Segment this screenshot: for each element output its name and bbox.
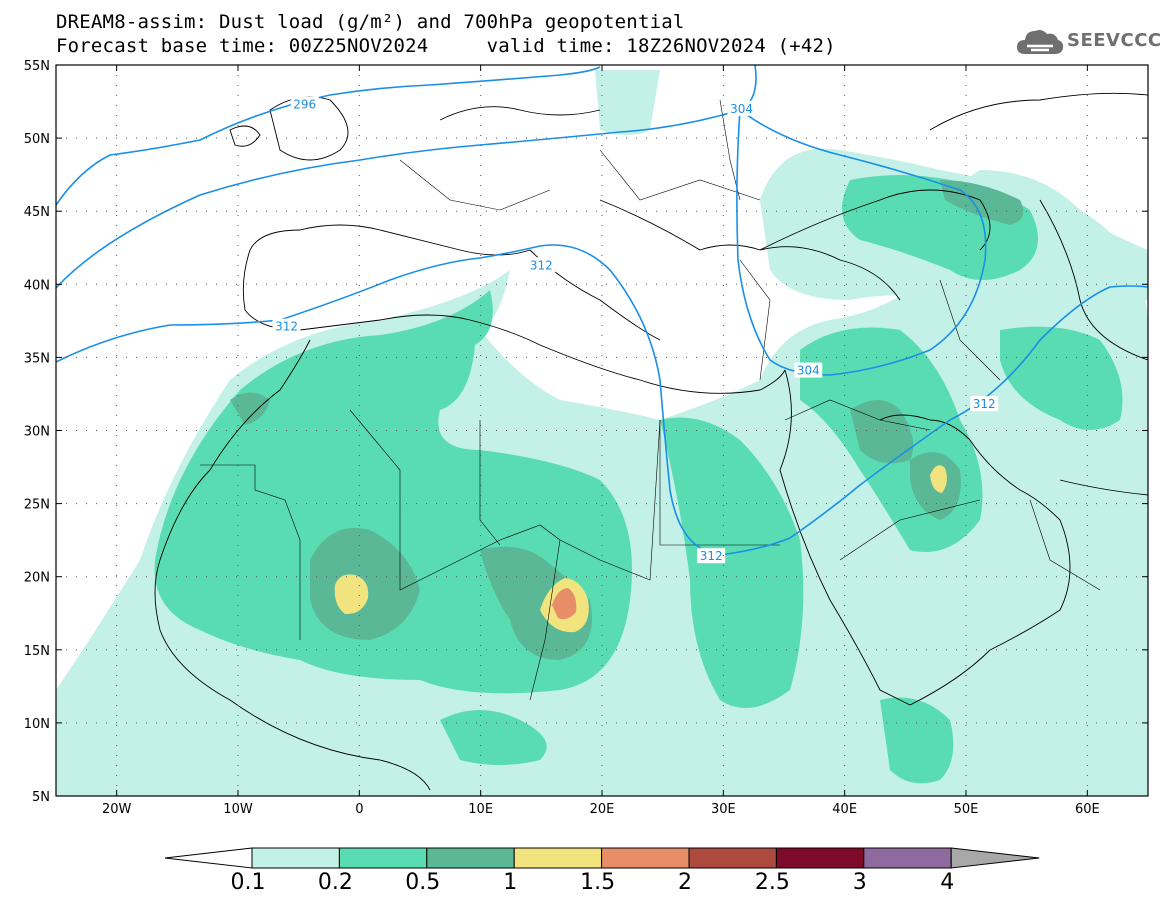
longitude-axis: 20W 10W 0 10E 20E 30E 40E 50E 60E — [102, 65, 1100, 817]
lon-tick-label: 0 — [355, 802, 363, 817]
colorbar-min-arrow — [164, 847, 253, 869]
colorbar-segment — [601, 847, 690, 869]
country-borders — [200, 99, 1101, 701]
lon-tick-label: 10E — [468, 802, 493, 817]
lon-tick-label: 30E — [711, 802, 736, 817]
lat-tick-label: 5N — [32, 790, 50, 805]
colorbar-label: 2.5 — [754, 870, 790, 895]
colorbar-label: 0.2 — [317, 870, 353, 895]
contour-296 — [56, 66, 601, 206]
contour-label-bg — [697, 548, 726, 564]
colorbar-label: 1.5 — [580, 870, 616, 895]
lat-tick-label: 40N — [24, 278, 50, 293]
colorbar-label: 2 — [678, 870, 692, 895]
colorbar-label: 0.5 — [405, 870, 441, 895]
contour-label: 304 — [797, 364, 820, 378]
contour-label-bg — [970, 396, 999, 412]
contour-label-bg — [794, 362, 823, 378]
contour-label: 296 — [293, 97, 316, 111]
lon-tick-label: 40E — [832, 802, 857, 817]
contour-label: 312 — [973, 397, 996, 411]
lat-tick-label: 25N — [24, 498, 50, 513]
contour-304-north — [56, 65, 757, 289]
dust-shading-1.5 — [552, 588, 577, 620]
map-title-line1: DREAM8-assim: Dust load (g/m²) and 700hP… — [56, 11, 685, 33]
lon-tick-label: 10W — [223, 802, 253, 817]
colorbar-label: 0.1 — [230, 870, 266, 895]
contour-label-bg — [272, 318, 301, 334]
colorbar-label: 4 — [940, 870, 955, 895]
lat-tick-label: 20N — [24, 571, 50, 586]
lat-tick-label: 35N — [24, 351, 50, 366]
cloud-icon — [1017, 30, 1064, 54]
contour-labels: 296 304 312 312 304 312 312 — [272, 96, 999, 564]
contour-label: 304 — [730, 102, 753, 116]
colorbar-segment — [251, 847, 340, 869]
colorbar — [164, 847, 1040, 869]
lon-tick-label: 50E — [954, 802, 979, 817]
lat-tick-label: 50N — [24, 132, 50, 147]
map-grid — [56, 65, 1148, 796]
colorbar-segment — [775, 847, 865, 869]
colorbar-label: 1 — [503, 870, 518, 895]
lat-tick-label: 10N — [24, 717, 50, 732]
logo-text: SEEVCCC — [1067, 30, 1162, 51]
colorbar-max-arrow — [950, 847, 1040, 869]
map-title-line2: Forecast base time: 00Z25NOV2024 valid t… — [56, 35, 836, 57]
lat-tick-label: 15N — [24, 644, 50, 659]
colorbar-label: 3 — [852, 870, 867, 895]
contour-label: 312 — [275, 320, 298, 334]
contour-label: 312 — [530, 258, 553, 272]
lat-tick-label: 30N — [24, 425, 50, 440]
coastlines — [154, 92, 1148, 791]
colorbar-segment — [426, 847, 515, 869]
lon-tick-label: 60E — [1075, 802, 1100, 817]
seevccc-logo: SEEVCCC — [1015, 24, 1161, 60]
contour-label-bg — [727, 100, 756, 116]
colorbar-segment — [863, 847, 952, 869]
contour-label: 312 — [700, 549, 723, 563]
latitude-axis: 55N 50N 45N 40N 35N 30N 25N 20N 15N 10N 5N — [24, 59, 1148, 805]
colorbar-segment — [338, 847, 428, 869]
colorbar-segment — [688, 847, 777, 869]
lon-tick-label: 20E — [590, 802, 615, 817]
contour-304-east — [736, 109, 987, 376]
contour-label-bg — [290, 96, 319, 112]
lat-tick-label: 55N — [24, 59, 50, 74]
lat-tick-label: 45N — [24, 205, 50, 220]
lon-tick-label: 20W — [102, 802, 132, 817]
contour-label-bg — [527, 257, 556, 273]
colorbar-segment — [513, 847, 603, 869]
